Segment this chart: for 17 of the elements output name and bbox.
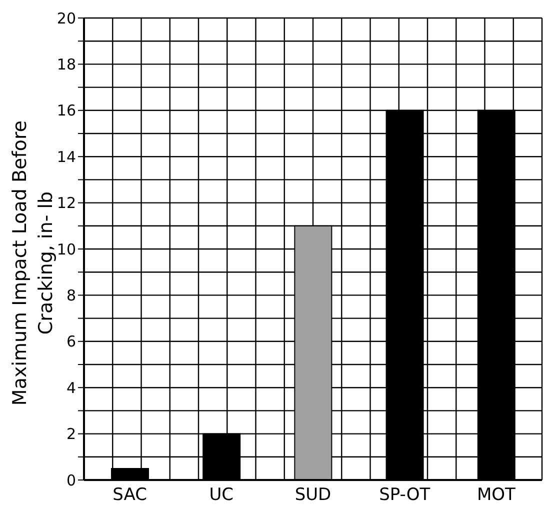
y-tick-label: 0 [66,471,76,490]
y-tick-label: 2 [66,425,76,444]
y-tick-label: 10 [56,240,76,258]
y-tick-label: 6 [66,332,76,351]
y-tick-label: 20 [56,9,76,28]
y-tick-label: 16 [56,102,76,120]
y-tick-label: 12 [56,194,76,212]
y-axis-title: Maximum Impact Load Before Cracking, in- lb [9,120,57,406]
x-tick-label: MOT [476,485,516,506]
y-tick-label: 8 [66,286,76,305]
x-tick-label: SAC [112,485,147,506]
y-tick-label: 18 [56,56,76,74]
y-tick-label: 14 [56,148,76,166]
x-tick-label: SUD [294,485,332,506]
x-tick-label: SP-OT [379,485,431,506]
y-tick-label: 4 [66,378,76,397]
x-tick-label: UC [209,485,234,506]
